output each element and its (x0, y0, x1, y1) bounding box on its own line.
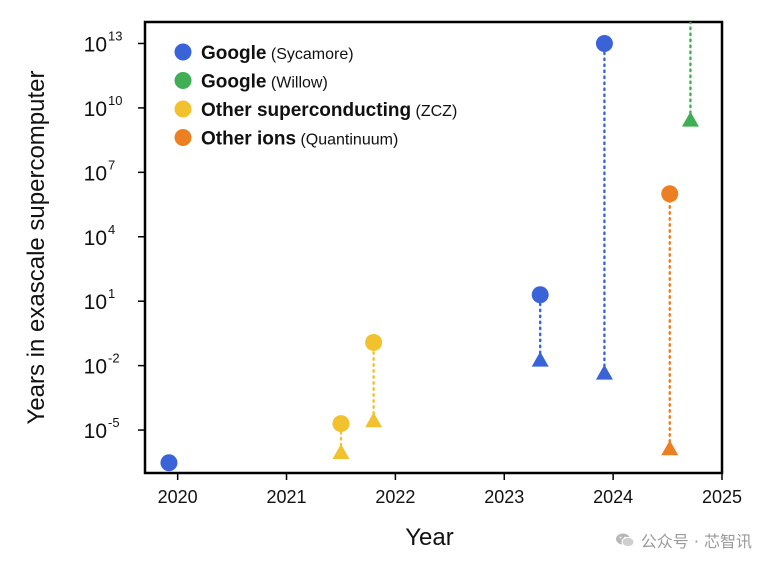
data-point-circle-3-0 (661, 185, 679, 203)
legend-detail-3: (Quantinuum) (296, 132, 398, 149)
data-point-circle-2-0 (332, 415, 350, 433)
x-tick-label-2021: 2021 (267, 487, 307, 507)
y-tick-exponent--5: -5 (108, 415, 120, 430)
data-point-circle-0-3 (595, 34, 613, 52)
y-tick-exponent-13: 13 (108, 28, 122, 43)
data-point-triangle-2-3 (365, 412, 383, 428)
y-tick-exponent-7: 7 (108, 157, 115, 172)
legend-entry-3: Other ions (Quantinuum) (201, 129, 398, 150)
y-tick-label-7: 10 (84, 162, 107, 185)
wechat-icon (615, 533, 635, 548)
y-tick-label-13: 10 (84, 33, 107, 56)
y-tick-exponent-10: 10 (108, 93, 122, 108)
x-tick-label-2020: 2020 (158, 487, 198, 507)
data-point-triangle-3-1 (661, 440, 679, 456)
legend-marker-1 (174, 72, 192, 89)
data-point-triangle-0-4 (595, 364, 613, 380)
legend-entry-2: Other superconducting (ZCZ) (201, 100, 457, 121)
x-tick-label-2023: 2023 (484, 487, 524, 507)
y-tick-exponent-1: 1 (108, 286, 115, 301)
data-point-triangle-1-0 (681, 111, 699, 127)
legend-detail-0: (Sycamore) (266, 46, 353, 63)
y-tick-label--5: 10 (84, 420, 107, 443)
y-tick-exponent-4: 4 (108, 222, 115, 237)
data-point-circle-2-2 (365, 333, 383, 351)
legend-name-1: Google (201, 72, 266, 93)
data-point-circle-0-0 (160, 454, 178, 472)
legend-name-2: Other superconducting (201, 100, 411, 121)
legend-marker-0 (174, 43, 192, 61)
y-tick-label-10: 10 (84, 98, 107, 121)
y-axis-label: Years in exascale supercomputer (23, 71, 50, 425)
x-tick-label-2025: 2025 (702, 487, 742, 507)
legend-entry-1: Google (Willow) (201, 72, 328, 93)
legend-marker-2 (174, 100, 192, 118)
data-point-triangle-0-2 (531, 351, 549, 367)
y-tick-label-4: 10 (84, 227, 107, 250)
legend-name-3: Other ions (201, 129, 296, 150)
x-tick-label-2022: 2022 (375, 487, 415, 507)
legend-detail-1: (Willow) (266, 75, 327, 92)
watermark: 公众号 · 芯智讯 (615, 528, 752, 552)
y-tick-exponent--2: -2 (108, 351, 120, 366)
y-tick-label-1: 10 (84, 291, 107, 314)
data-point-circle-0-1 (531, 286, 549, 304)
legend-marker-3 (174, 129, 192, 146)
legend-detail-2: (ZCZ) (411, 103, 457, 120)
y-tick-label--2: 10 (84, 356, 107, 379)
legend-name-0: Google (201, 43, 266, 64)
x-tick-label-2024: 2024 (593, 487, 633, 507)
data-point-triangle-2-1 (332, 444, 350, 460)
x-axis-label: Year (405, 524, 454, 551)
watermark-text: 公众号 · 芯智讯 (640, 532, 752, 551)
plot-frame (143, 20, 724, 475)
legend-entry-0: Google (Sycamore) (201, 43, 354, 64)
